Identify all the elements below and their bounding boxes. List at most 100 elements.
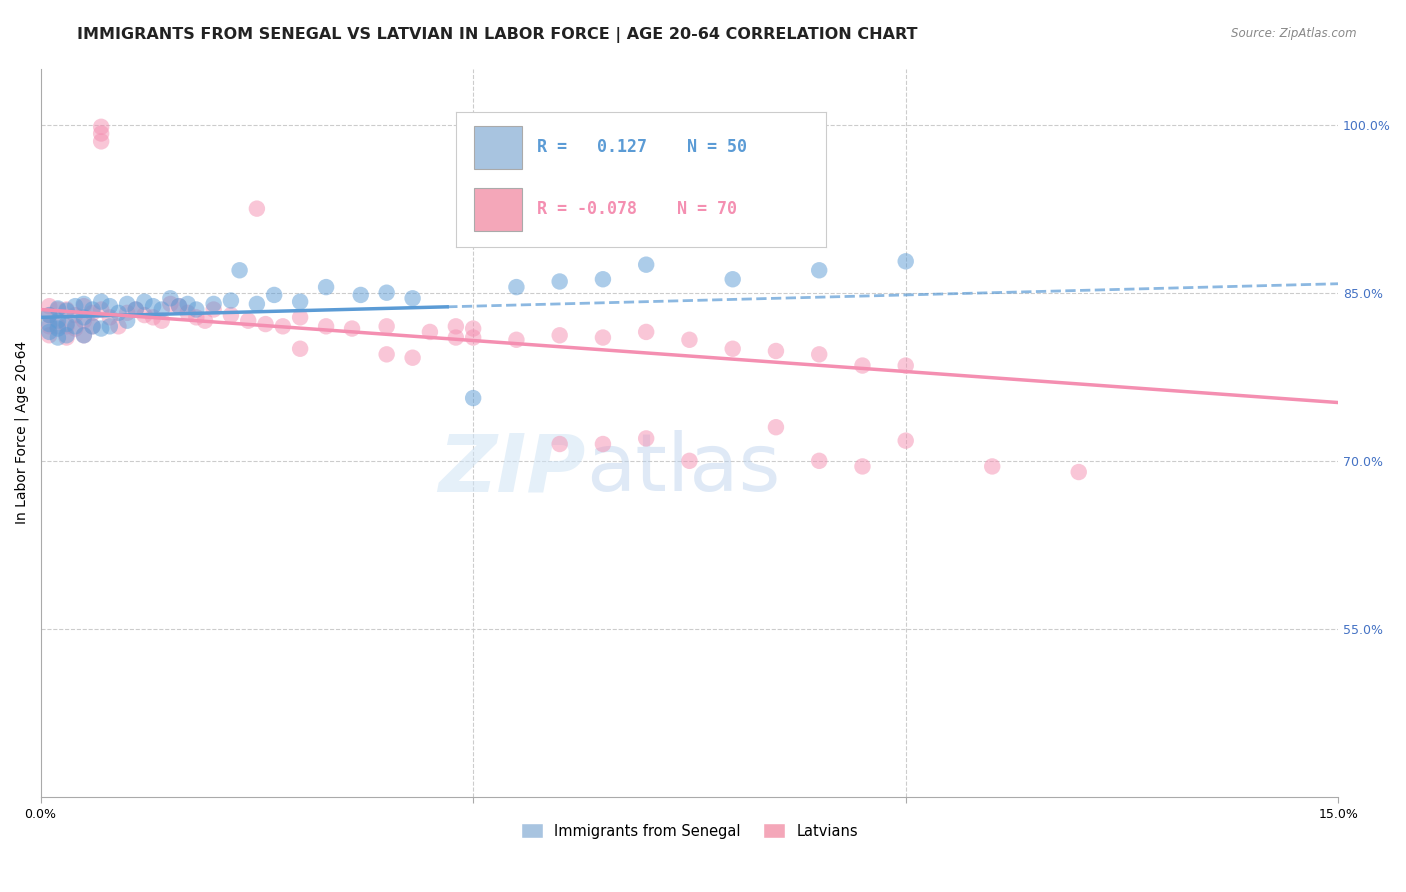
Point: [721, 272, 744, 286]
Point: [73, 328, 96, 343]
Point: [63, 299, 86, 313]
Point: [90, 134, 112, 148]
Point: [55, 317, 77, 331]
Point: [176, 297, 198, 311]
Point: [1067, 465, 1090, 479]
Point: [592, 437, 614, 451]
Point: [186, 310, 208, 325]
Point: [288, 342, 311, 356]
Point: [73, 297, 96, 311]
Point: [55, 303, 77, 318]
Point: [134, 294, 156, 309]
Point: [288, 310, 311, 325]
Point: [271, 319, 294, 334]
Point: [38, 299, 60, 313]
Point: [636, 258, 658, 272]
Point: [219, 308, 242, 322]
Point: [107, 319, 129, 334]
Point: [548, 328, 571, 343]
Point: [38, 317, 60, 331]
Point: [315, 280, 337, 294]
Point: [73, 314, 96, 328]
Point: [90, 321, 112, 335]
Point: [38, 319, 60, 334]
Point: [55, 302, 77, 317]
Point: [38, 308, 60, 322]
Text: Source: ZipAtlas.com: Source: ZipAtlas.com: [1232, 27, 1357, 40]
Point: [150, 314, 173, 328]
Point: [142, 299, 165, 313]
Text: atlas: atlas: [586, 430, 780, 508]
Point: [894, 359, 917, 373]
Point: [219, 293, 242, 308]
Point: [894, 434, 917, 448]
Point: [202, 302, 225, 317]
Point: [167, 299, 190, 313]
Point: [548, 275, 571, 289]
Point: [505, 333, 527, 347]
Point: [981, 459, 1004, 474]
Point: [808, 263, 831, 277]
Point: [765, 420, 787, 434]
Point: [548, 437, 571, 451]
Point: [46, 301, 69, 316]
Point: [98, 310, 121, 325]
Point: [851, 359, 873, 373]
Point: [73, 299, 96, 313]
Point: [254, 317, 277, 331]
Point: [159, 297, 181, 311]
Point: [401, 291, 423, 305]
Point: [246, 297, 269, 311]
Point: [444, 319, 467, 334]
Point: [721, 342, 744, 356]
Point: [463, 330, 485, 344]
Point: [340, 321, 363, 335]
Point: [238, 314, 260, 328]
Point: [636, 431, 658, 445]
Point: [82, 306, 104, 320]
Y-axis label: In Labor Force | Age 20-64: In Labor Force | Age 20-64: [15, 341, 30, 524]
Point: [401, 351, 423, 365]
Point: [73, 328, 96, 343]
Point: [115, 297, 138, 311]
Point: [46, 330, 69, 344]
Point: [808, 454, 831, 468]
Point: [55, 330, 77, 344]
Point: [150, 302, 173, 317]
Point: [73, 310, 96, 325]
Point: [55, 319, 77, 334]
Point: [463, 321, 485, 335]
Point: [263, 288, 285, 302]
Point: [38, 308, 60, 322]
Point: [375, 285, 398, 300]
Point: [63, 321, 86, 335]
Point: [90, 294, 112, 309]
Point: [167, 299, 190, 313]
Point: [350, 288, 373, 302]
Point: [159, 291, 181, 305]
Point: [375, 319, 398, 334]
Point: [288, 294, 311, 309]
Point: [134, 308, 156, 322]
Point: [592, 272, 614, 286]
Point: [765, 343, 787, 358]
Point: [82, 319, 104, 334]
Point: [82, 302, 104, 317]
Point: [375, 347, 398, 361]
Point: [315, 319, 337, 334]
Point: [98, 319, 121, 334]
Text: IMMIGRANTS FROM SENEGAL VS LATVIAN IN LABOR FORCE | AGE 20-64 CORRELATION CHART: IMMIGRANTS FROM SENEGAL VS LATVIAN IN LA…: [77, 27, 918, 43]
Point: [63, 308, 86, 322]
Point: [115, 306, 138, 320]
Point: [419, 325, 441, 339]
Point: [90, 302, 112, 317]
Point: [46, 319, 69, 334]
Point: [592, 330, 614, 344]
Point: [894, 254, 917, 268]
Point: [186, 302, 208, 317]
Point: [228, 263, 250, 277]
Point: [636, 325, 658, 339]
Point: [46, 314, 69, 328]
Point: [808, 347, 831, 361]
Point: [82, 319, 104, 334]
